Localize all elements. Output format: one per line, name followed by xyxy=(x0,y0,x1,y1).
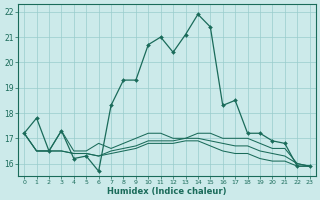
X-axis label: Humidex (Indice chaleur): Humidex (Indice chaleur) xyxy=(107,187,227,196)
